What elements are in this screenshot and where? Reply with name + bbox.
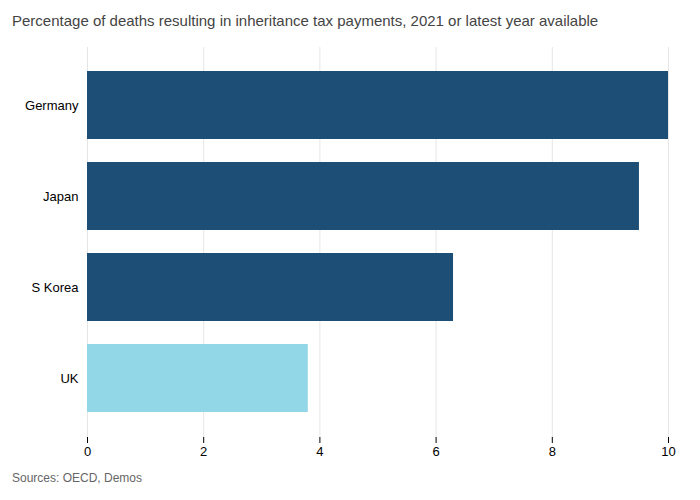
html-text:Percentage of deaths resulting: Percentage of deaths resulting in inheri…	[12, 12, 599, 29]
svg-text:Japan: Japan	[43, 189, 78, 204]
svg-text:2: 2	[200, 444, 207, 459]
svg-text:Germany: Germany	[25, 98, 79, 113]
svg-text:4: 4	[316, 444, 323, 459]
svg-text:0: 0	[84, 444, 91, 459]
html-text:Sources: OECD, Demos: Sources: OECD, Demos	[12, 471, 142, 485]
svg-text:8: 8	[549, 444, 556, 459]
svg-text:10: 10	[661, 444, 675, 459]
svg-text:UK: UK	[60, 371, 78, 386]
svg-text:S Korea: S Korea	[32, 280, 80, 295]
svg-text:6: 6	[432, 444, 439, 459]
